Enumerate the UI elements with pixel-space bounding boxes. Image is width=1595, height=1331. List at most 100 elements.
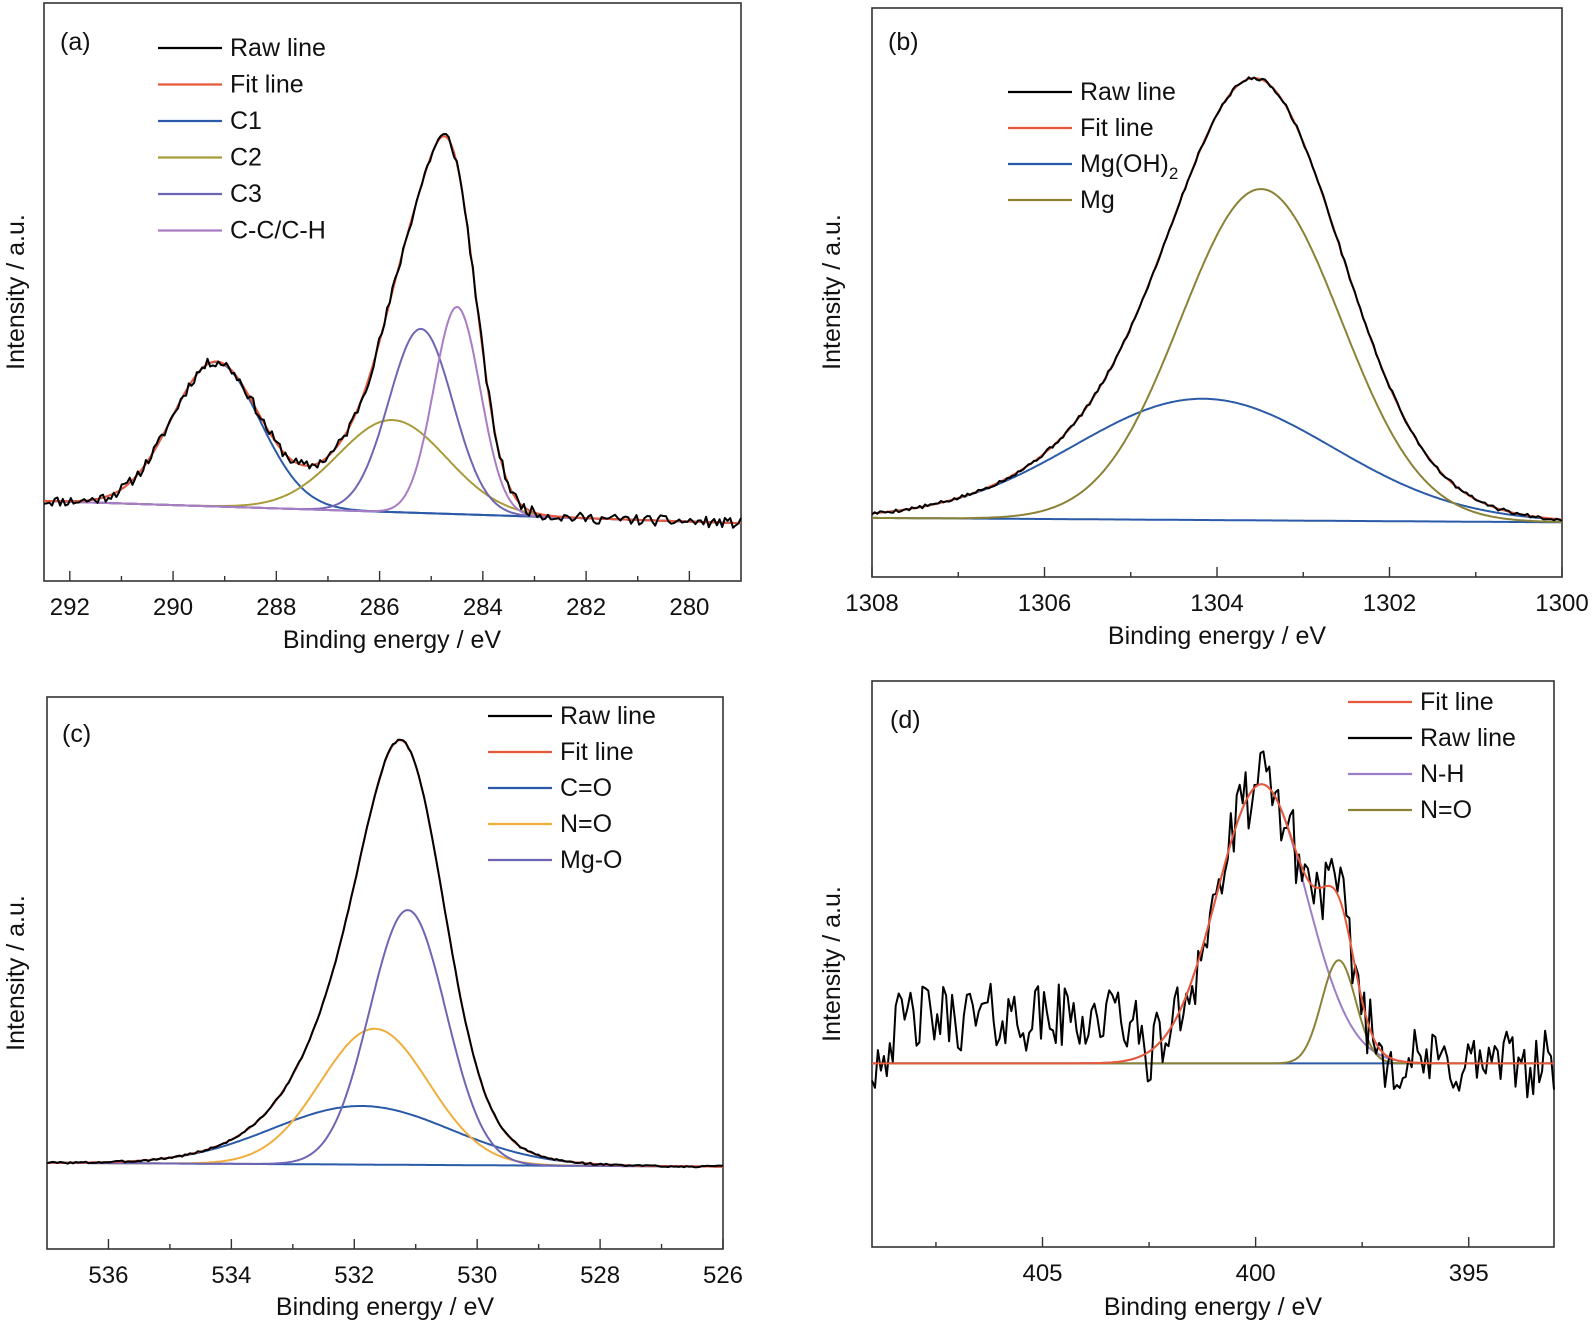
x-tick-label: 395 [1449,1260,1489,1287]
panel-label: (b) [888,28,919,56]
legend-label: N=O [560,810,612,838]
x-tick-label: 534 [211,1262,251,1289]
x-ticks: 292 290 288 286 284 282 280 [50,571,709,621]
legend-item-raw-line: Raw line [488,702,656,730]
legend-item-fit-line: Fit line [488,738,634,766]
x-tick-label: 526 [703,1262,743,1289]
fit-line [872,783,1554,1065]
panel-a: (a) Binding energy / eV Intensity / a.u.… [2,2,742,654]
x-tick-label: 1308 [845,590,898,617]
legend-item-fit-line: Fit line [1008,114,1154,142]
legend-label: Mg(OH)2 [1080,150,1178,183]
x-tick-label: 1302 [1363,590,1416,617]
legend-label: Raw line [230,34,326,62]
x-tick-label: 288 [256,594,296,621]
x-ticks: 1308 1306 1304 1302 1300 [845,567,1589,617]
legend-label: Fit line [560,738,634,766]
legend-item-raw-line: Raw line [1008,78,1176,106]
x-tick-label: 280 [669,594,709,621]
raw-line [43,133,742,529]
panel-b: (b) Binding energy / eV Intensity / a.u.… [818,7,1589,650]
curves [871,750,1555,1099]
legend-item-n-o: N=O [1348,796,1472,824]
x-tick-label: 532 [334,1262,374,1289]
panel-d: (d) Binding energy / eV Intensity / a.u.… [818,680,1555,1321]
component-mg [872,188,1562,523]
legend-label: Fit line [1420,688,1494,716]
legend-item-mg: Mg [1008,186,1115,214]
legend-label: N=O [1420,796,1472,824]
raw-line [871,750,1555,1099]
legend-item-raw-line: Raw line [1348,724,1516,752]
panel-label: (a) [60,28,91,56]
x-tick-label: 405 [1022,1260,1062,1287]
component-c3 [44,327,742,525]
x-tick-label: 292 [50,594,90,621]
legend-label: Fit line [1080,114,1154,142]
legend-item-c2: C2 [158,144,262,172]
legend: Raw line Fit line C=O N=O Mg-O [488,702,656,874]
legend-item-c-c-c-h: C-C/C-H [158,217,326,245]
x-axis-title: Binding energy / eV [1104,1293,1323,1321]
legend-item-fit-line: Fit line [1348,688,1494,716]
legend-label: Raw line [1080,78,1176,106]
legend-label: Mg-O [560,846,623,874]
subscript: 2 [1169,164,1178,183]
plot-frame [871,680,1555,1248]
legend-label: Raw line [1420,724,1516,752]
legend-item-mg-oh-2: Mg(OH)2 [1008,150,1178,183]
component-mg-oh-2 [871,397,1563,521]
component-mg-o [47,909,723,1168]
fit-line [44,135,742,525]
panel-label: (c) [62,720,91,748]
fit-line [871,77,1563,521]
x-tick-label: 528 [580,1262,620,1289]
x-tick-label: 286 [360,594,400,621]
component-n-o [47,1027,723,1168]
legend-item-c-o: C=O [488,774,612,802]
component-c-c-c-h [44,306,742,525]
x-tick-label: 400 [1236,1260,1276,1287]
plot-frame [43,2,742,582]
legend-item-mg-o: Mg-O [488,846,623,874]
x-axis-title: Binding energy / eV [276,1293,495,1321]
x-tick-label: 1306 [1018,590,1071,617]
legend-item-n-h: N-H [1348,760,1464,788]
legend-label: Mg [1080,186,1115,214]
panel-c: (c) Binding energy / eV Intensity / a.u.… [2,696,743,1321]
legend-item-raw-line: Raw line [158,34,326,62]
legend-item-c3: C3 [158,180,262,208]
component-c-o [47,1105,723,1168]
x-ticks: 405 400 395 [935,1237,1489,1287]
curves [43,133,742,529]
x-tick-label: 1304 [1190,590,1243,617]
legend-item-fit-line: Fit line [158,71,304,99]
legend-label: C-C/C-H [230,217,326,245]
y-axis-title: Intensity / a.u. [818,886,846,1042]
x-ticks: 536 534 532 530 528 526 [88,1239,743,1289]
legend-label: C1 [230,107,262,135]
panel-label: (d) [890,706,921,734]
curves [871,76,1563,524]
legend-item-c1: C1 [158,107,262,135]
legend: Raw line Fit line C1 C2 C3 C-C/C-H [158,34,326,245]
raw-line [46,738,724,1169]
legend-label: C3 [230,180,262,208]
curves [46,738,724,1169]
legend-label: Fit line [230,71,304,99]
x-tick-label: 536 [88,1262,128,1289]
x-tick-label: 1300 [1535,590,1588,617]
x-axis-title: Binding energy / eV [283,626,502,654]
y-axis-title: Intensity / a.u. [2,895,30,1051]
y-axis-title: Intensity / a.u. [818,214,846,370]
x-tick-label: 290 [153,594,193,621]
x-tick-label: 284 [463,594,503,621]
x-tick-label: 282 [566,594,606,621]
legend-label: C=O [560,774,612,802]
x-axis-title: Binding energy / eV [1108,622,1327,650]
legend-label: C2 [230,144,262,172]
legend: Raw line Fit line Mg(OH)2 Mg [1008,78,1178,214]
legend: Fit line Raw line N-H N=O [1348,688,1516,824]
legend-label: Raw line [560,702,656,730]
